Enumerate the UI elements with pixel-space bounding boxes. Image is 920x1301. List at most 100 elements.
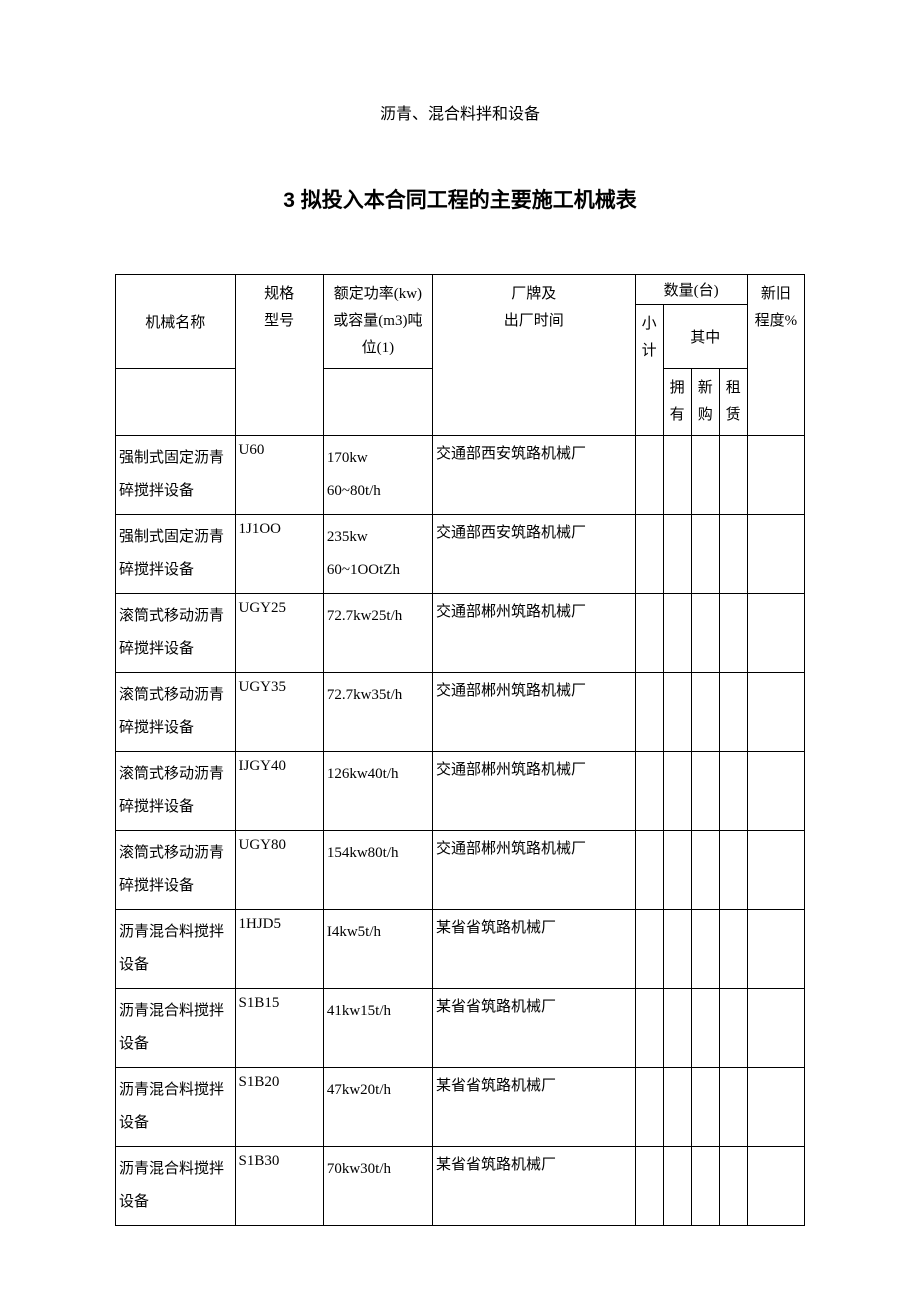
header-name-spacer	[116, 369, 236, 436]
header-buy-line2: 购	[694, 402, 717, 429]
header-rent-line1: 租	[722, 375, 745, 402]
header-qty-group: 数量(台)	[635, 275, 747, 305]
cell-spec: S1B20	[235, 1068, 323, 1147]
cell-rent	[719, 673, 747, 752]
cell-buy	[691, 910, 719, 989]
cell-spec: UGY80	[235, 831, 323, 910]
cell-name-line2: 碎搅拌设备	[119, 554, 232, 587]
cell-rent	[719, 436, 747, 515]
header-subtotal: 小 计	[635, 305, 663, 436]
cell-name: 滚筒式移动沥青碎搅拌设备	[116, 594, 236, 673]
cell-spec: IJGY40	[235, 752, 323, 831]
cell-name: 沥青混合料搅拌设备	[116, 1068, 236, 1147]
cell-condition	[747, 1147, 804, 1226]
header-row-1: 机械名称 规格 型号 额定功率(kw) 或容量(m3)吨 位(1) 厂牌及 出厂…	[116, 275, 805, 305]
cell-name: 滚筒式移动沥青碎搅拌设备	[116, 831, 236, 910]
cell-power-line1: 41kw15t/h	[327, 995, 429, 1028]
cell-power-line1: 235kw	[327, 521, 429, 554]
cell-power: I4kw5t/h	[323, 910, 432, 989]
cell-power-line2: 60~80t/h	[327, 475, 429, 508]
table-row: 强制式固定沥青碎搅拌设备1J1OO235kw60~1OOtZh交通部西安筑路机械…	[116, 515, 805, 594]
cell-rent	[719, 752, 747, 831]
cell-condition	[747, 673, 804, 752]
cell-name-line1: 滚筒式移动沥青	[119, 679, 232, 712]
cell-buy	[691, 752, 719, 831]
header-mfr-line2: 出厂时间	[435, 308, 633, 335]
cell-buy	[691, 1147, 719, 1226]
cell-own	[663, 752, 691, 831]
header-rent-line2: 赁	[722, 402, 745, 429]
cell-rent	[719, 515, 747, 594]
cell-power: 154kw80t/h	[323, 831, 432, 910]
header-rent: 租 赁	[719, 369, 747, 436]
cell-manufacturer: 某省省筑路机械厂	[432, 1147, 635, 1226]
cell-rent	[719, 1068, 747, 1147]
cell-power-line1: 72.7kw35t/h	[327, 679, 429, 712]
cell-power: 235kw60~1OOtZh	[323, 515, 432, 594]
cell-power: 41kw15t/h	[323, 989, 432, 1068]
table-row: 滚筒式移动沥青碎搅拌设备UGY2572.7kw25t/h交通部郴州筑路机械厂	[116, 594, 805, 673]
cell-name-line2: 设备	[119, 1186, 232, 1219]
cell-rent	[719, 910, 747, 989]
cell-condition	[747, 436, 804, 515]
cell-manufacturer: 某省省筑路机械厂	[432, 989, 635, 1068]
cell-manufacturer: 交通部郴州筑路机械厂	[432, 594, 635, 673]
document-title: 3 拟投入本合同工程的主要施工机械表	[115, 184, 805, 214]
cell-condition	[747, 989, 804, 1068]
cell-manufacturer: 交通部郴州筑路机械厂	[432, 831, 635, 910]
cell-subtotal	[635, 831, 663, 910]
cell-subtotal	[635, 515, 663, 594]
cell-power-line1: 72.7kw25t/h	[327, 600, 429, 633]
cell-subtotal	[635, 594, 663, 673]
cell-power-line1: 47kw20t/h	[327, 1074, 429, 1107]
table-row: 沥青混合料搅拌设备S1B2047kw20t/h某省省筑路机械厂	[116, 1068, 805, 1147]
cell-name-line1: 滚筒式移动沥青	[119, 758, 232, 791]
cell-buy	[691, 989, 719, 1068]
cell-power: 70kw30t/h	[323, 1147, 432, 1226]
header-mfr-line1: 厂牌及	[435, 281, 633, 308]
cell-power-line2: 60~1OOtZh	[327, 554, 429, 587]
cell-name-line2: 碎搅拌设备	[119, 870, 232, 903]
table-row: 沥青混合料搅拌设备S1B3070kw30t/h某省省筑路机械厂	[116, 1147, 805, 1226]
cell-condition	[747, 752, 804, 831]
cell-own	[663, 594, 691, 673]
cell-power: 72.7kw25t/h	[323, 594, 432, 673]
cell-name-line2: 碎搅拌设备	[119, 475, 232, 508]
header-subtotal-line1: 小	[638, 311, 661, 338]
header-condition: 新旧 程度%	[747, 275, 804, 436]
cell-name-line1: 沥青混合料搅拌	[119, 995, 232, 1028]
cell-own	[663, 910, 691, 989]
cell-power-line1: 154kw80t/h	[327, 837, 429, 870]
cell-name-line2: 碎搅拌设备	[119, 791, 232, 824]
cell-own	[663, 831, 691, 910]
cell-name: 滚筒式移动沥青碎搅拌设备	[116, 752, 236, 831]
cell-spec: 1J1OO	[235, 515, 323, 594]
cell-manufacturer: 交通部西安筑路机械厂	[432, 515, 635, 594]
cell-name: 沥青混合料搅拌设备	[116, 989, 236, 1068]
cell-own	[663, 1147, 691, 1226]
cell-subtotal	[635, 1068, 663, 1147]
cell-power-line1: 70kw30t/h	[327, 1153, 429, 1186]
cell-own	[663, 673, 691, 752]
cell-power: 47kw20t/h	[323, 1068, 432, 1147]
header-own-line1: 拥	[666, 375, 689, 402]
cell-manufacturer: 某省省筑路机械厂	[432, 1068, 635, 1147]
table-row: 沥青混合料搅拌设备S1B1541kw15t/h某省省筑路机械厂	[116, 989, 805, 1068]
cell-manufacturer: 交通部西安筑路机械厂	[432, 436, 635, 515]
cell-condition	[747, 831, 804, 910]
cell-power-line1: 126kw40t/h	[327, 758, 429, 791]
cell-name: 沥青混合料搅拌设备	[116, 910, 236, 989]
cell-buy	[691, 515, 719, 594]
cell-subtotal	[635, 910, 663, 989]
table-row: 滚筒式移动沥青碎搅拌设备UGY80154kw80t/h交通部郴州筑路机械厂	[116, 831, 805, 910]
cell-subtotal	[635, 752, 663, 831]
cell-condition	[747, 910, 804, 989]
cell-name: 强制式固定沥青碎搅拌设备	[116, 515, 236, 594]
cell-spec: UGY25	[235, 594, 323, 673]
cell-name-line1: 滚筒式移动沥青	[119, 837, 232, 870]
header-power-line1: 额定功率(kw)	[326, 281, 430, 308]
cell-buy	[691, 673, 719, 752]
cell-own	[663, 436, 691, 515]
header-among: 其中	[663, 305, 747, 369]
cell-subtotal	[635, 673, 663, 752]
